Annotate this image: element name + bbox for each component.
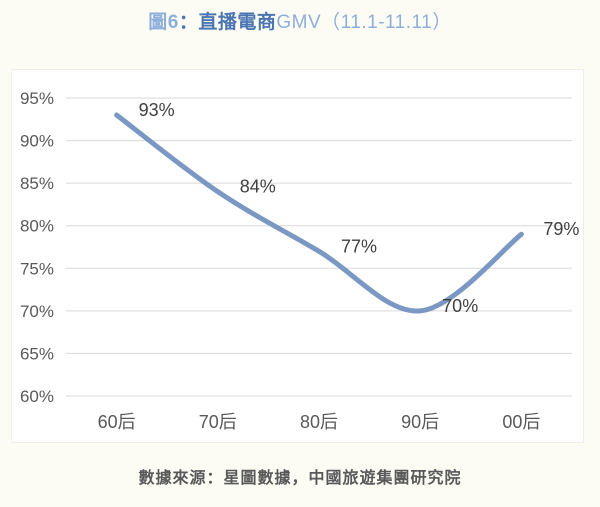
chart-title-figure-number: 圖6 (148, 12, 179, 33)
data-point-label: 77% (341, 236, 377, 256)
data-point-label: 93% (139, 100, 175, 120)
data-source: 數據來源：星圖數據，中國旅遊集團研究院 (138, 470, 462, 487)
chart-title-suffix: GMV（11.1-11.11） (276, 12, 452, 33)
x-axis-category-label: 00后 (502, 412, 540, 432)
y-axis-tick-label: 70% (20, 302, 54, 321)
x-axis-category-label: 80后 (300, 412, 338, 432)
line-chart: 95% 90% 85% 80% 75% 70% 65% 60% 60后 70后 80后 90后 00后 9… (20, 89, 579, 432)
gmv-series-line (114, 112, 524, 314)
chart-title: 圖6：直播電商GMV（11.1-11.11） (0, 7, 600, 34)
x-axis-category-label: 60后 (98, 412, 136, 432)
y-axis-tick-label: 80% (20, 217, 54, 236)
chart-title-main: ：直播電商 (178, 12, 277, 33)
x-axis-category-label: 90后 (401, 412, 439, 432)
y-axis-tick-label: 60% (20, 387, 54, 406)
data-point-label: 84% (240, 177, 276, 197)
data-point-label: 79% (543, 219, 579, 239)
y-axis-tick-label: 75% (20, 259, 54, 278)
y-axis-tick-label: 65% (20, 344, 54, 363)
y-axis-tick-label: 90% (20, 132, 54, 151)
chart-panel: 95% 90% 85% 80% 75% 70% 65% 60% 60后 70后 80后 90后 00后 9… (11, 69, 584, 443)
y-axis-tick-label: 85% (20, 174, 54, 193)
data-point-label: 70% (442, 296, 478, 316)
x-axis-category-label: 70后 (199, 412, 237, 432)
y-axis-tick-label: 95% (20, 89, 54, 108)
